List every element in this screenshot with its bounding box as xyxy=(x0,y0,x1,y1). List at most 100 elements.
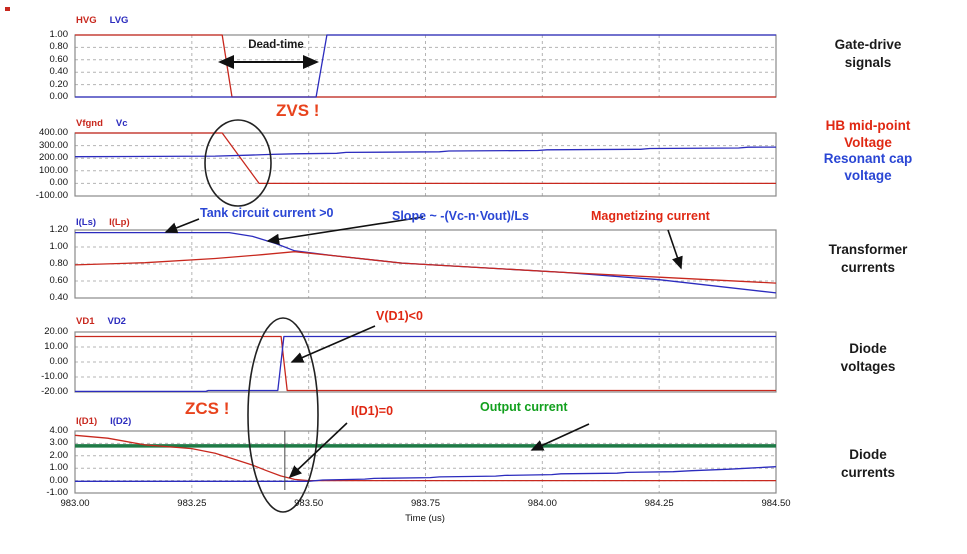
legend-item: I(Ls) xyxy=(76,217,97,228)
y-tick-label: 0.20 xyxy=(49,78,69,90)
annotation-vd1: V(D1)<0 xyxy=(376,309,423,323)
annotation-tank: Tank circuit current >0 xyxy=(200,206,334,220)
legend-item: I(D2) xyxy=(110,416,132,427)
legend-item: HVG xyxy=(76,15,97,26)
y-tick-label: 0.00 xyxy=(49,91,69,102)
y-tick-label: 400.00 xyxy=(38,127,68,138)
output-arrow xyxy=(530,423,590,451)
legend-item: I(D1) xyxy=(76,416,98,427)
y-tick-label: 0.00 xyxy=(49,177,69,189)
magnetizing-arrow xyxy=(667,229,683,270)
x-tick-label: 983.75 xyxy=(410,498,441,509)
trace-lvg xyxy=(75,34,776,98)
zvs-ellipse xyxy=(204,119,272,207)
y-tick-label: 200.00 xyxy=(38,152,68,164)
trace-i-d1- xyxy=(74,434,776,482)
y-tick-label: 1.00 xyxy=(49,241,69,252)
y-tick-label: 1.20 xyxy=(49,224,69,235)
legend-diode-currents: I(D1) I(D2) xyxy=(76,417,131,427)
y-tick-label: 1.00 xyxy=(49,462,69,474)
legend-item: VD1 xyxy=(76,316,95,327)
y-tick-label: 0.80 xyxy=(49,258,69,269)
row-label-diode-currents: Diode currents xyxy=(788,446,948,482)
trace-vd2 xyxy=(75,335,776,393)
legend-item: VD2 xyxy=(107,316,126,327)
x-axis-title: Time (us) xyxy=(405,513,445,524)
y-tick-label: -100.00 xyxy=(35,190,68,201)
y-tick-label: 4.00 xyxy=(49,425,69,436)
trace-vc xyxy=(74,146,777,158)
legend-item: I(Lp) xyxy=(109,217,130,228)
trace-vd1 xyxy=(75,335,776,392)
trace-i-lp- xyxy=(74,251,777,284)
x-tick-label: 984.00 xyxy=(527,498,557,509)
y-tick-label: 10.00 xyxy=(44,341,68,352)
legend-item: LVG xyxy=(109,15,129,26)
x-tick-label: 983.25 xyxy=(177,498,207,509)
panel-frame-transformer-currents xyxy=(74,229,777,299)
row-label-line: Gate-drive xyxy=(834,37,902,52)
tank-arrow xyxy=(164,218,200,234)
row-label-transformer: Transformer currents xyxy=(788,241,948,277)
row-label-line: voltages xyxy=(840,359,896,374)
y-tick-label: -10.00 xyxy=(41,371,68,382)
y-tick-label: 3.00 xyxy=(49,437,69,449)
y-tick-label: 20.00 xyxy=(44,326,68,337)
y-tick-label: 0.40 xyxy=(49,66,69,78)
row-label-line: Transformer xyxy=(828,242,908,257)
annotation-zcs: ZCS ! xyxy=(185,399,230,418)
zcs-ellipse xyxy=(247,317,319,513)
legend-gate-drive-signals: HVG LVG xyxy=(76,16,128,26)
y-tick-label: 0.80 xyxy=(49,41,69,53)
panel-frame-hb-and-resonant-cap-voltage xyxy=(74,132,777,197)
row-label-line: signals xyxy=(844,55,892,70)
row-label-line: HB mid-point xyxy=(825,118,911,133)
row-label-gate-drive: Gate-drive signals xyxy=(788,36,948,72)
y-tick-label: 300.00 xyxy=(38,139,68,151)
row-label-line: Voltage xyxy=(844,134,892,150)
annotation-zvs: ZVS ! xyxy=(276,101,320,120)
row-label-line: Diode xyxy=(849,341,887,356)
row-label-line: currents xyxy=(840,260,896,275)
row-label-hb-voltage: HB mid-point Voltage Resonant cap voltage xyxy=(788,118,948,184)
y-tick-label: 1.00 xyxy=(49,29,69,40)
annotation-magnetizing: Magnetizing current xyxy=(591,209,710,223)
panel-frame-diode-voltages xyxy=(74,331,777,393)
legend-diode-voltages: VD1 VD2 xyxy=(76,317,126,327)
x-tick-label: 984.25 xyxy=(644,498,674,509)
row-label-line: currents xyxy=(840,465,896,480)
row-label-line: voltage xyxy=(844,167,892,183)
trace-i-d2- xyxy=(75,466,777,482)
y-tick-label: 100.00 xyxy=(38,164,68,176)
legend-hb-and-resonant-cap-voltage: Vfgnd Vc xyxy=(76,119,128,129)
y-tick-label: 0.60 xyxy=(49,53,69,65)
x-tick-label: 984.50 xyxy=(761,498,791,509)
y-tick-label: -1.00 xyxy=(46,487,68,498)
id1-arrow xyxy=(288,422,348,479)
row-label-line: Resonant cap xyxy=(823,151,913,166)
y-tick-label: 0.60 xyxy=(49,275,69,286)
annotation-dead-time: Dead-time xyxy=(248,39,304,51)
legend-item: Vc xyxy=(115,118,128,129)
trace-vfgnd xyxy=(75,132,776,185)
y-tick-label: -20.00 xyxy=(41,386,68,397)
x-tick-label: 983.00 xyxy=(60,498,90,509)
slope-arrow xyxy=(266,216,424,245)
slide-artifact-mark xyxy=(5,7,10,11)
panel-frame-diode-currents xyxy=(74,430,777,494)
annotation-slope: Slope ~ -(Vc-n·Vout)/Ls xyxy=(392,209,529,223)
annotation-output: Output current xyxy=(480,400,568,414)
annotation-id1: I(D1)=0 xyxy=(351,404,394,418)
legend-item: Vfgnd xyxy=(76,118,103,129)
x-tick-label: 983.50 xyxy=(294,498,324,509)
row-label-line: Diode xyxy=(849,447,887,462)
legend-transformer-currents: I(Ls) I(Lp) xyxy=(76,218,130,228)
y-tick-label: 0.00 xyxy=(49,356,69,367)
vd1-arrow xyxy=(290,325,376,363)
y-tick-label: 0.00 xyxy=(49,474,69,486)
row-label-diode-voltages: Diode voltages xyxy=(788,340,948,376)
y-tick-label: 0.40 xyxy=(49,292,69,303)
